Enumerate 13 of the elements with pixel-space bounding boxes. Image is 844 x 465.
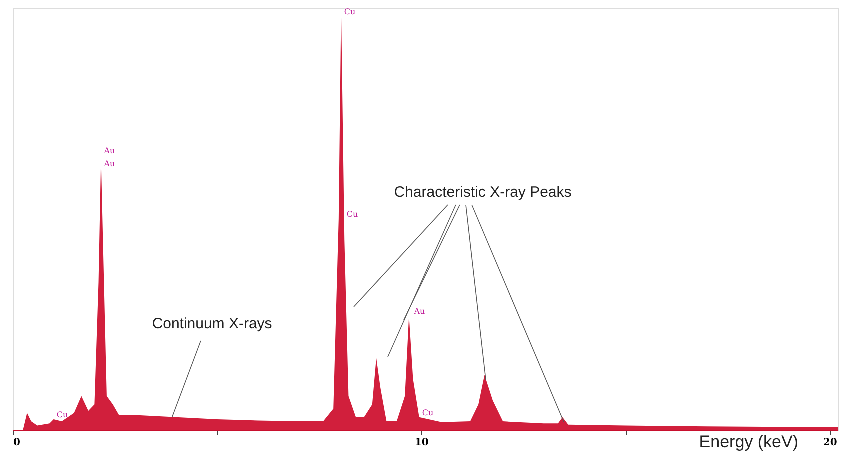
annotation: Characteristic X-ray Peaks <box>394 184 572 201</box>
x-tick-label: 10 <box>414 438 429 448</box>
annotation: Cu <box>56 410 68 420</box>
x-tick-label: 20 <box>823 438 838 448</box>
x-tick-label: 0 <box>14 438 20 448</box>
annotation: Cu <box>346 210 358 219</box>
annotation: Cu <box>344 7 356 16</box>
annotation: Au <box>413 307 426 316</box>
annotation: Continuum X-rays <box>152 315 272 332</box>
annotation: Au <box>103 159 116 168</box>
annotation: Cu <box>422 408 434 418</box>
annotation: Au <box>103 146 116 156</box>
x-axis-title: Energy (keV) <box>699 432 798 452</box>
